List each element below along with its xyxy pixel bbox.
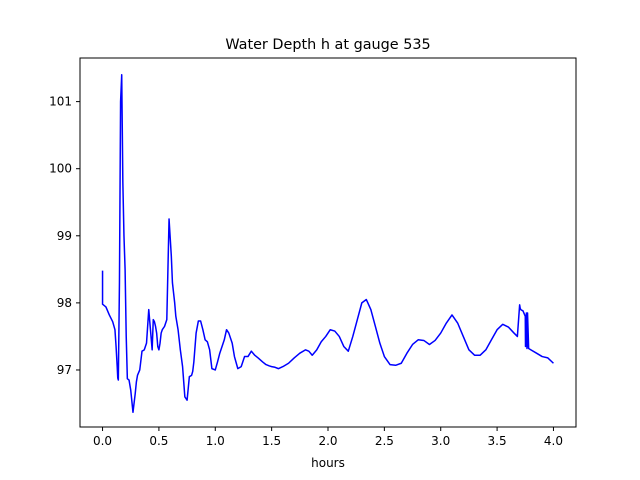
x-tick-label: 0.0 — [93, 434, 112, 448]
x-tick-label: 1.5 — [262, 434, 281, 448]
y-tick-label: 99 — [57, 229, 72, 243]
x-tick-label: 4.0 — [544, 434, 563, 448]
y-tick-label: 98 — [57, 296, 72, 310]
y-axis: 97 98 99 100 101 — [49, 95, 80, 377]
y-tick-label: 101 — [49, 95, 72, 109]
x-tick-label: 0.5 — [149, 434, 168, 448]
x-axis: 0.0 0.5 1.0 1.5 2.0 2.5 3.0 3.5 4.0 — [93, 427, 563, 448]
series-line — [101, 74, 554, 413]
series-layer — [101, 74, 554, 413]
y-tick-label: 100 — [49, 162, 72, 176]
x-axis-label: hours — [311, 456, 345, 470]
y-tick-label: 97 — [57, 363, 72, 377]
x-tick-label: 2.5 — [375, 434, 394, 448]
x-tick-label: 2.0 — [318, 434, 337, 448]
x-tick-label: 3.0 — [431, 434, 450, 448]
x-tick-label: 3.5 — [488, 434, 507, 448]
x-tick-label: 1.0 — [206, 434, 225, 448]
chart-title: Water Depth h at gauge 535 — [225, 37, 430, 53]
